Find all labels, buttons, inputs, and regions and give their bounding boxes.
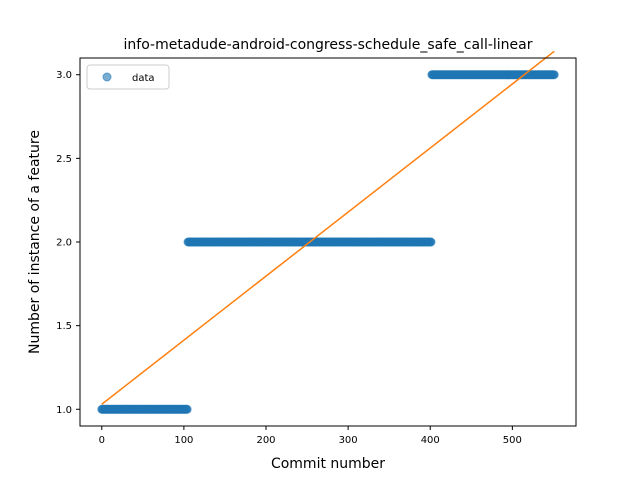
data-point <box>182 404 192 414</box>
x-tick-label: 400 <box>421 435 440 446</box>
x-tick-label: 0 <box>99 435 105 446</box>
data-point <box>426 237 436 247</box>
linear-fit-line <box>101 50 555 405</box>
legend-label: data <box>132 73 155 84</box>
x-tick-label: 200 <box>256 435 275 446</box>
data-point <box>549 70 559 80</box>
y-tick-label: 2.0 <box>56 238 72 249</box>
y-tick-label: 1.0 <box>56 405 72 416</box>
y-tick-label: 2.5 <box>56 154 72 165</box>
y-tick-label: 1.5 <box>56 321 72 332</box>
x-axis-label: Commit number <box>271 456 385 472</box>
y-tick-label: 3.0 <box>56 70 72 81</box>
axis-ticks: 0 100 200 300 400 500 1.0 1.5 2.0 2.5 3.0 <box>56 70 522 446</box>
legend: data <box>86 64 170 90</box>
x-tick-label: 300 <box>339 435 358 446</box>
legend-marker <box>102 72 112 82</box>
x-tick-label: 100 <box>174 435 193 446</box>
chart-title: info-metadude-android-congress-schedule_… <box>124 37 533 53</box>
legend-box <box>86 64 170 90</box>
plot-area <box>97 50 559 414</box>
x-tick-label: 500 <box>503 435 522 446</box>
y-axis-label: Number of instance of a feature <box>27 130 43 354</box>
